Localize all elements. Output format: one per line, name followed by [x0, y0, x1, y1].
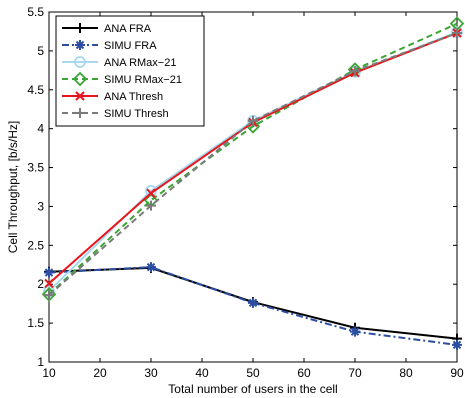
y-tick-label: 5	[37, 44, 44, 58]
data-point	[350, 326, 360, 337]
data-point	[452, 339, 462, 350]
y-tick-label: 5.5	[27, 5, 44, 19]
data-point	[350, 66, 360, 77]
y-tick-label: 1.5	[27, 316, 44, 330]
data-point	[248, 115, 258, 126]
legend-entry: SIMU RMax−21	[104, 74, 182, 86]
data-point	[44, 290, 54, 301]
x-tick-label: 30	[144, 366, 158, 380]
legend-marker	[75, 108, 85, 118]
y-tick-label: 2	[37, 277, 44, 291]
series-line	[48, 32, 458, 296]
legend-entry: ANA Thresh	[104, 91, 163, 103]
legend-marker	[75, 40, 85, 50]
legend-entry: ANA FRA	[104, 23, 152, 35]
data-point	[146, 262, 156, 273]
data-point	[44, 267, 54, 278]
x-tick-label: 80	[399, 366, 413, 380]
data-point	[452, 28, 462, 38]
series-1	[44, 262, 462, 350]
x-tick-label: 10	[42, 366, 56, 380]
data-point	[248, 297, 258, 308]
legend-entry: ANA RMax−21	[104, 57, 176, 69]
series-5	[44, 28, 462, 301]
x-tick-label: 40	[195, 366, 209, 380]
x-tick-label: 20	[93, 366, 107, 380]
x-tick-label: 90	[450, 366, 464, 380]
series-line	[48, 22, 458, 296]
legend-marker	[75, 91, 85, 101]
x-tick-label: 70	[348, 366, 362, 380]
data-point	[44, 278, 54, 289]
x-tick-label: 60	[297, 366, 311, 380]
y-tick-label: 1	[37, 355, 44, 369]
y-tick-label: 4	[37, 122, 44, 136]
legend-marker	[72, 71, 88, 87]
legend-entry: SIMU FRA	[104, 40, 157, 52]
data-point	[146, 188, 156, 198]
data-point	[146, 200, 156, 211]
legend: ANA FRA SIMU FRA ANA RMax−21 SIMU RMax−21 AN…	[55, 15, 205, 127]
y-tick-label: 4.5	[27, 83, 44, 97]
legend-marker	[75, 23, 85, 33]
legend-box	[55, 15, 205, 127]
x-tick-label: 50	[246, 366, 260, 380]
legend-marker	[74, 56, 86, 68]
y-tick-label: 2.5	[27, 238, 44, 252]
legend-entry: SIMU Thresh	[104, 108, 169, 120]
x-axis-label: Total number of users in the cell	[168, 382, 337, 396]
y-tick-label: 3.5	[27, 161, 44, 175]
y-axis-label: Cell Throughput, [b/s/Hz]	[6, 121, 20, 254]
y-tick-label: 3	[37, 199, 44, 213]
